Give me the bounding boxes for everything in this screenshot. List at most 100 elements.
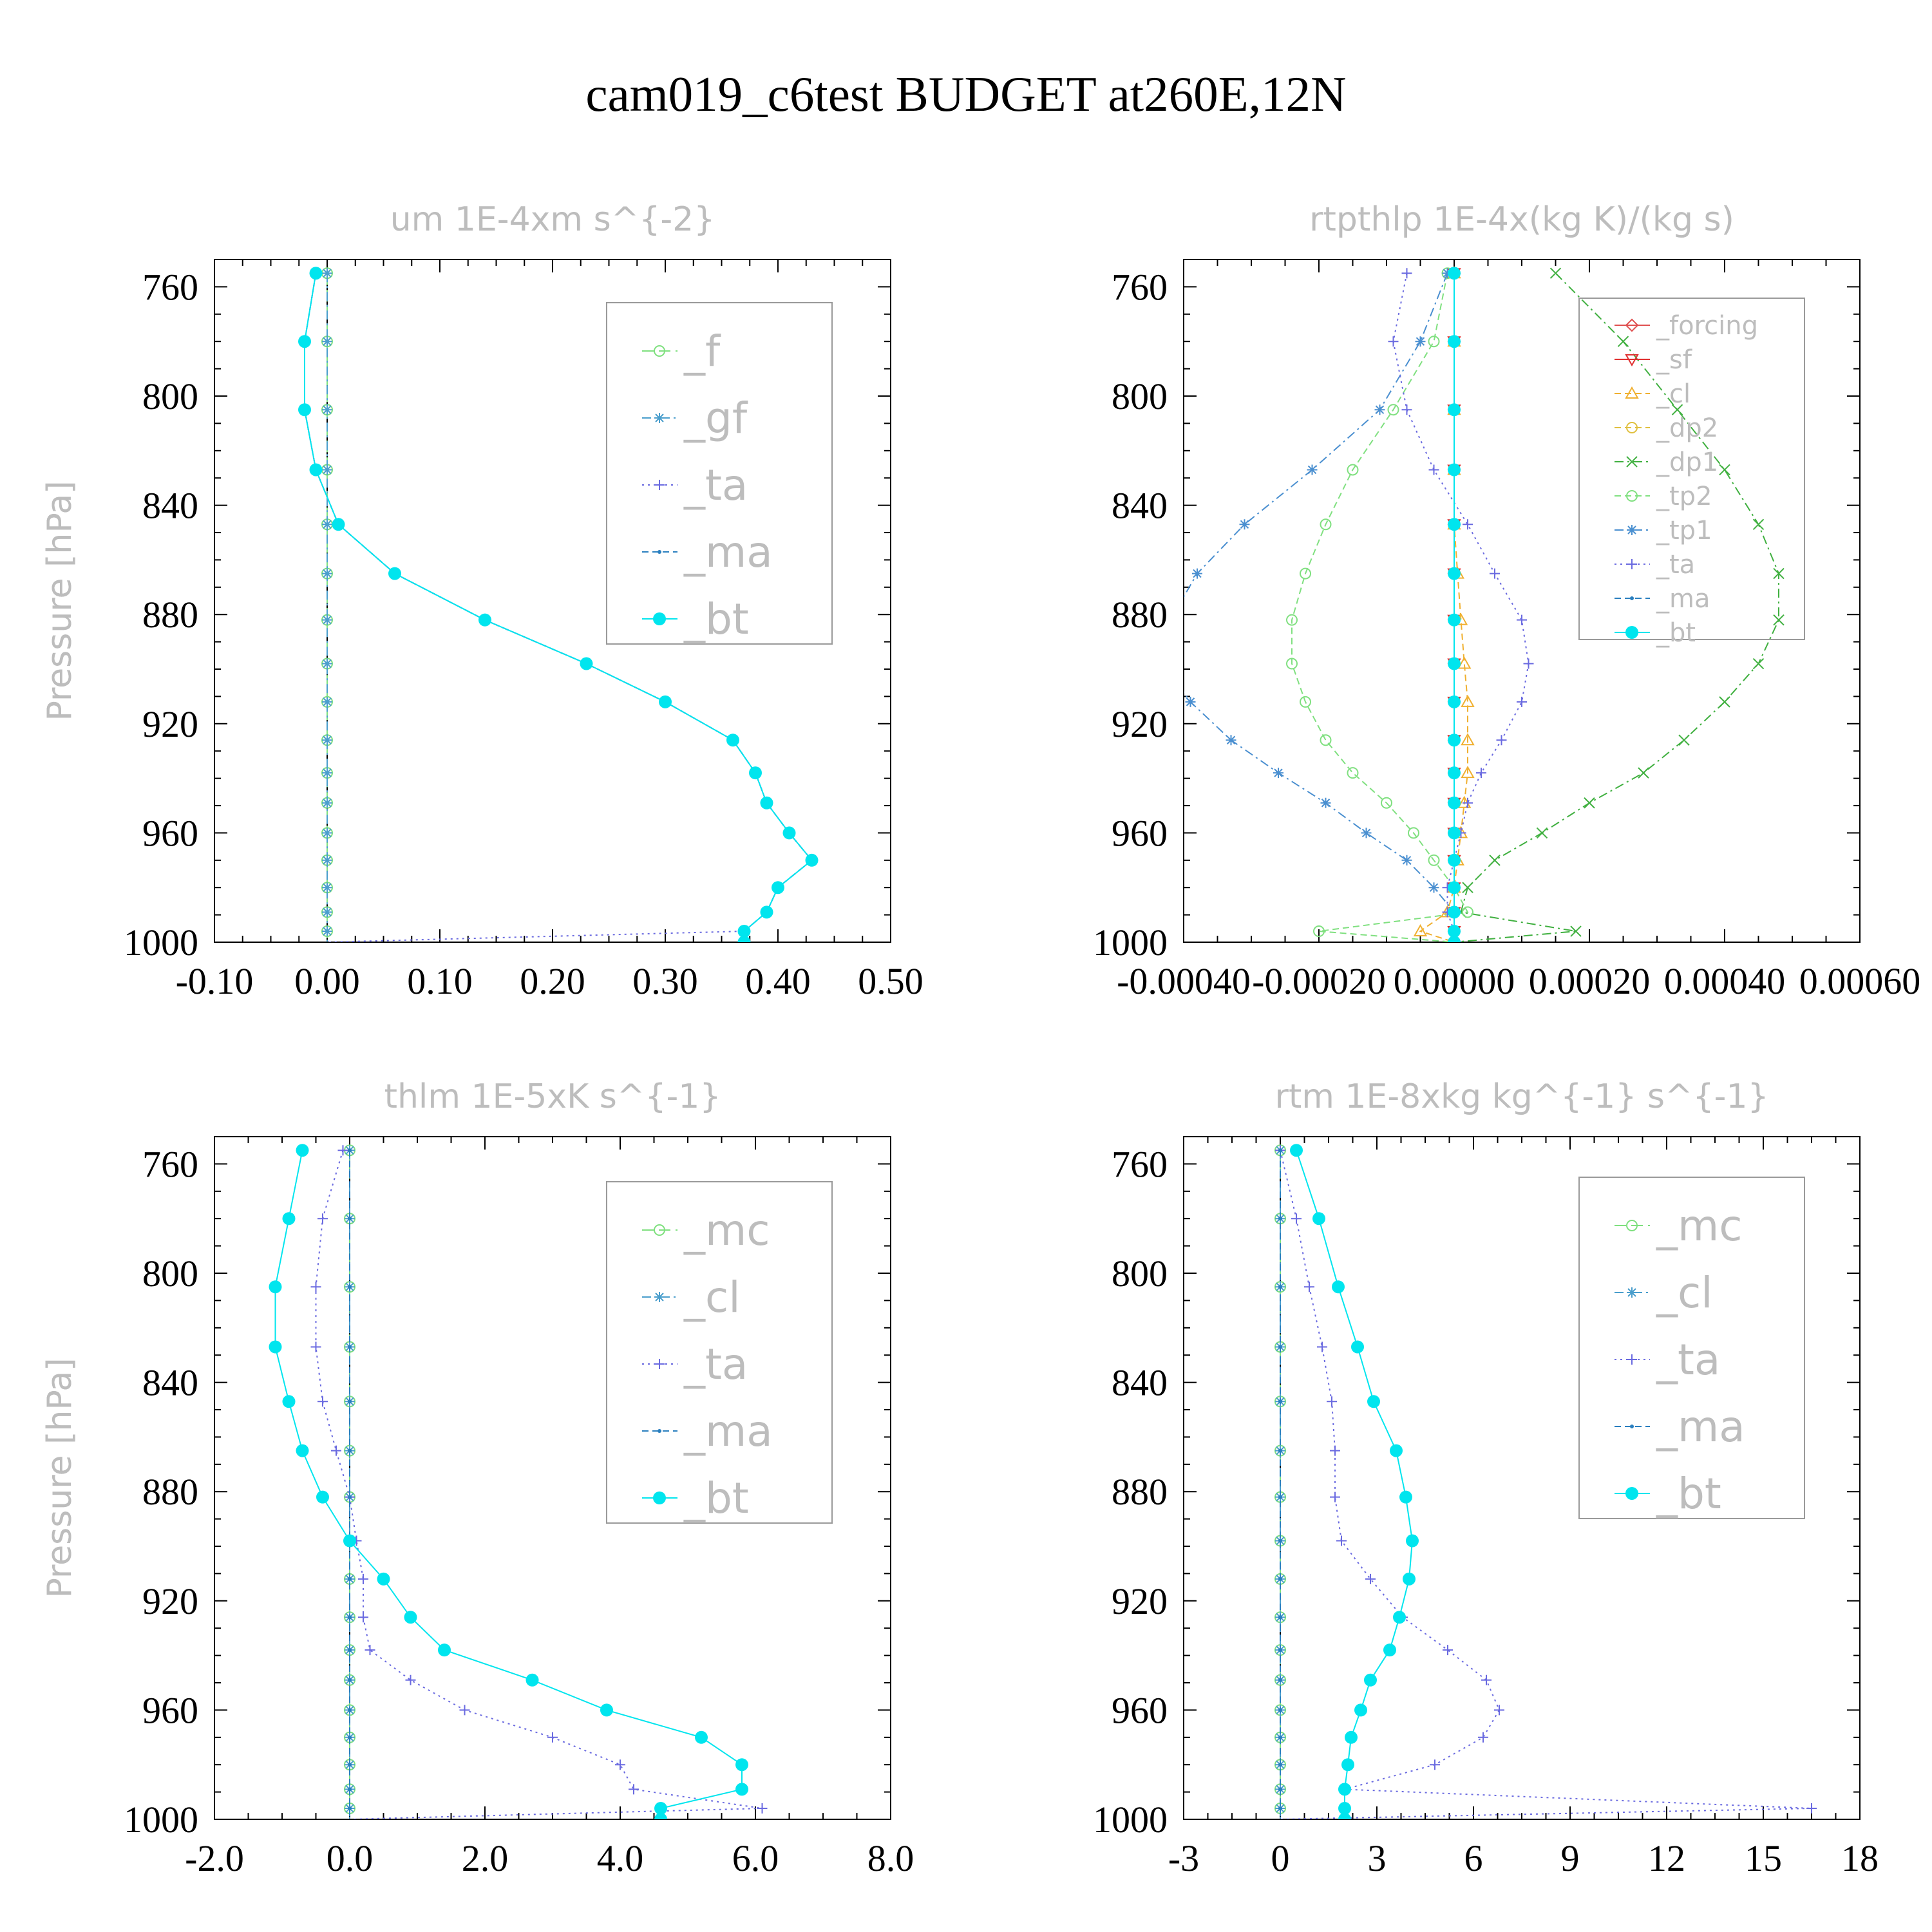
- figure-title: cam019_c6test BUDGET at260E,12N: [585, 66, 1346, 122]
- data-point-bt: [282, 1395, 296, 1408]
- data-point-bt: [1448, 905, 1461, 919]
- x-tick-label: 0.00: [294, 960, 360, 1002]
- data-point-tp2: [1347, 767, 1359, 779]
- data-point-gf: [322, 614, 332, 625]
- data-point-cl: [1461, 766, 1475, 779]
- data-point-gf: [322, 519, 332, 530]
- data-point-ma: [1278, 1285, 1282, 1289]
- legend-label: _mc: [1656, 1201, 1743, 1251]
- y-tick-label: 800: [1112, 1253, 1168, 1294]
- data-point-ma: [1278, 1787, 1282, 1792]
- data-point-bt: [760, 796, 773, 810]
- legend-box: [1578, 298, 1805, 640]
- data-point-dp1: [1549, 267, 1562, 279]
- legend-label: _ta: [1656, 1335, 1720, 1385]
- data-point-ta: [310, 1341, 321, 1352]
- y-tick-label: 840: [1112, 485, 1168, 527]
- x-tick-label: 0.20: [520, 960, 585, 1002]
- data-point-ma: [1278, 1763, 1282, 1767]
- series-line-cl: [1419, 273, 1468, 942]
- legend-marker: [654, 413, 665, 423]
- data-point-bt: [1448, 734, 1461, 747]
- data-point-tp2: [1320, 734, 1332, 746]
- data-point-ta: [1365, 1573, 1376, 1584]
- data-point-ta: [337, 1145, 348, 1156]
- legend: _forcing _sf _cl _dp2 _dp1 _tp2 _tp1 _ta _ma _bt: [1578, 298, 1805, 648]
- data-point-bt: [1448, 853, 1461, 867]
- legend-label: _cl: [1656, 1268, 1713, 1318]
- data-point-gf: [322, 797, 332, 808]
- panel-title: um 1E-4xm s^{-2}: [390, 200, 715, 239]
- y-tick-label: 840: [142, 1362, 198, 1404]
- data-point-ta: [1517, 696, 1527, 707]
- x-tick-label: 0.00040: [1664, 960, 1786, 1002]
- data-point-bt: [282, 1212, 296, 1226]
- data-point-ma: [1278, 1678, 1282, 1682]
- data-point-ma: [1278, 1648, 1282, 1653]
- data-point-bt: [1383, 1643, 1396, 1657]
- data-point-ta: [317, 1396, 328, 1407]
- x-tick-label: 8.0: [867, 1837, 914, 1879]
- legend-marker: [1630, 596, 1634, 600]
- legend-label: _ta: [1656, 550, 1695, 580]
- data-point-cl: [1461, 733, 1475, 746]
- data-point-ta: [629, 1784, 639, 1795]
- data-point-bt: [1399, 1490, 1412, 1504]
- data-point-tp2: [1428, 854, 1440, 866]
- data-point-ma: [348, 1787, 352, 1792]
- y-tick-label: 960: [1112, 812, 1168, 854]
- legend-label: _bt: [1656, 1469, 1721, 1519]
- legend-marker: [654, 1292, 665, 1302]
- legend-label: _cl: [1656, 379, 1690, 409]
- panel-title: rtm 1E-8xkg kg^{-1} s^{-1}: [1274, 1077, 1768, 1116]
- chart-panels: um 1E-4xm s^{-2} Pressure [hPa] 760 800 840 8…: [41, 200, 1920, 1879]
- legend-marker: [653, 1492, 666, 1504]
- data-point-bt: [298, 335, 311, 348]
- data-point-bt: [1448, 403, 1461, 417]
- y-tick-label: 1000: [1093, 1799, 1168, 1841]
- data-point-bt: [1345, 1730, 1358, 1744]
- data-point-dp1: [1489, 855, 1501, 866]
- data-point-bt: [1390, 1444, 1403, 1457]
- data-point-ta: [1317, 1341, 1327, 1352]
- y-tick-label: 1000: [1093, 922, 1168, 963]
- data-point-dp1: [1584, 797, 1595, 809]
- data-point-tp2: [1286, 658, 1298, 670]
- legend-label: _ta: [683, 1340, 748, 1389]
- data-point-bt: [478, 613, 491, 627]
- data-point-ma: [348, 1217, 352, 1221]
- data-point-bt: [1448, 695, 1461, 708]
- data-point-bt: [1338, 1802, 1351, 1815]
- y-tick-label: 1000: [124, 922, 198, 963]
- data-point-ta: [1463, 797, 1473, 808]
- y-tick-label: 760: [1112, 1143, 1168, 1185]
- y-tick-label: 800: [142, 375, 198, 417]
- data-point-ma: [1278, 1577, 1282, 1581]
- data-point-bt: [296, 1444, 309, 1457]
- data-point-gf: [322, 768, 332, 779]
- series-group: [1184, 266, 1785, 942]
- x-tick-label: -0.00020: [1252, 960, 1386, 1002]
- data-point-ta: [317, 1213, 328, 1224]
- data-point-ta: [1330, 1492, 1340, 1502]
- y-axis-label: Pressure [hPa]: [41, 481, 79, 721]
- x-tick-label: 6: [1464, 1837, 1483, 1879]
- legend-box: [606, 1181, 833, 1524]
- data-point-cl: [1461, 694, 1475, 707]
- y-tick-label: 880: [142, 594, 198, 636]
- data-point-gf: [322, 336, 332, 347]
- x-tick-label: 3: [1368, 1837, 1387, 1879]
- data-point-dp1: [1752, 658, 1765, 670]
- y-tick-label: 760: [142, 1143, 198, 1185]
- x-tick-label: 0.10: [407, 960, 473, 1002]
- data-point-gf: [322, 268, 332, 279]
- data-point-gf: [322, 464, 332, 475]
- data-point-ma: [348, 1806, 352, 1811]
- legend-label: _ma: [1656, 1402, 1745, 1452]
- data-point-gf: [322, 568, 332, 579]
- data-point-ta: [1523, 658, 1534, 669]
- legend-marker: [1626, 422, 1638, 433]
- data-point-bt: [1448, 796, 1461, 810]
- data-point-tp1: [1401, 855, 1412, 866]
- legend-label: _tp1: [1656, 516, 1712, 545]
